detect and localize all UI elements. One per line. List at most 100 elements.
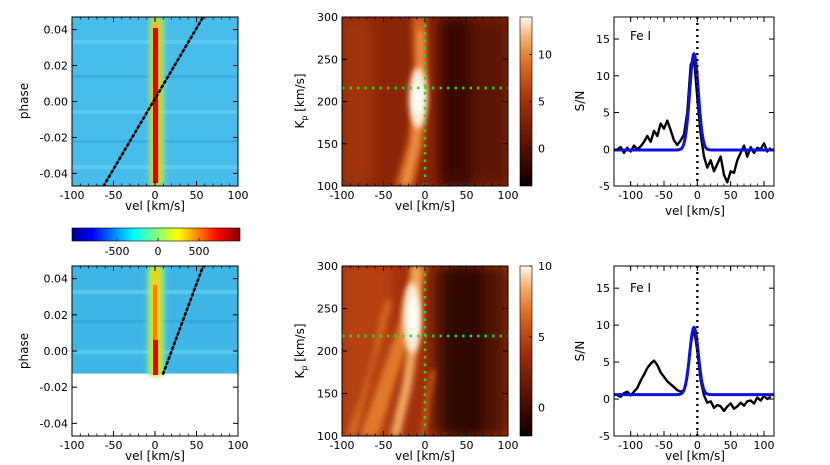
phase-map-bottom-ytick-label: 0.00 (44, 345, 69, 358)
kp-map-bottom-xtick-label: -100 (330, 439, 355, 452)
phase-map-top-planet-trail (102, 17, 205, 186)
kp-map-bottom-colorbar-ticks: 0 5 10 (529, 260, 552, 415)
phase-map-top-ylabel: phase (17, 83, 31, 119)
phase-map-top-ticks: -100 -50 0 50 100 -0.04 -0.02 0.00 0.02 0.04 (40, 17, 249, 202)
phase-map-top-xlabel: vel [km/s] (125, 199, 185, 213)
phase-colorbar-tick-label: 0 (155, 245, 162, 258)
phase-map-top-xtick-label: 50 (190, 189, 204, 202)
phase-map-bottom-ytick-label: -0.04 (40, 417, 68, 430)
phase-colorbar-tick-label: -500 (105, 245, 130, 258)
kp-map-bottom-ticks: -100 -50 0 50 100 100 150 200 250 300 (317, 260, 519, 452)
snr-bottom-ytick-label: 0 (603, 393, 610, 406)
kp-map-top-ytick-label: 150 (317, 138, 338, 151)
kp-map-bottom-ytick-label: 100 (317, 430, 338, 443)
kp-map-bottom-ytick-label: 200 (317, 345, 338, 358)
kp-map-top-ytick-label: 250 (317, 53, 338, 66)
phase-colorbar-bar (71, 227, 241, 242)
kp-map-bottom-image (342, 266, 508, 436)
kp-map-top-colorbar-ticks: 0 5 10 (529, 49, 552, 155)
kp-map-bottom-ylabel: Kp [km/s] (293, 323, 309, 378)
snr-bottom-frame (613, 265, 775, 437)
snr-bottom-xtick-label: -100 (618, 439, 643, 452)
phase-map-bottom-xtick-label: 0 (152, 439, 159, 452)
phase-map-top-image (72, 17, 238, 186)
kp-map-bottom-ytick-label: 150 (317, 388, 338, 401)
colorbar-tick-label: 10 (538, 260, 552, 273)
kp-map-top-ylabel: Kp [km/s] (293, 73, 309, 128)
kp-map-top-xtick-label: 100 (498, 189, 519, 202)
snr-bottom-data-line (616, 326, 772, 413)
snr-top-xtick-label: 100 (754, 189, 775, 202)
snr-top-frame (613, 16, 775, 187)
phase-map-top-ytick-label: 0.04 (44, 24, 69, 37)
snr-bottom-xtick-label: 0 (694, 439, 701, 452)
phase-map-bottom-ylabel: phase (17, 333, 31, 369)
kp-map-top-ytick-label: 300 (317, 11, 338, 24)
phase-map-top-ytick-label: -0.04 (40, 167, 68, 180)
snr-top-xlabel: vel [km/s] (665, 204, 725, 218)
phase-map-bottom-ticks: -100 -50 0 50 100 -0.04 -0.02 0.00 0.02 0.04 (40, 266, 249, 452)
phase-map-top-xtick-label: -100 (60, 189, 85, 202)
snr-top-xtick-label: -100 (618, 189, 643, 202)
snr-bottom-xtick-label: 100 (754, 439, 775, 452)
phase-map-bottom-image (72, 266, 238, 375)
phase-colorbar-tick-label: 500 (189, 245, 210, 258)
kp-map-top-xtick-label: -100 (330, 189, 355, 202)
kp-map-top-xlabel: vel [km/s] (395, 199, 455, 213)
phase-map-bottom-xtick-label: 50 (190, 439, 204, 452)
colorbar-tick-label: 0 (538, 142, 545, 155)
kp-map-top-ticks: -100 -50 0 50 100 100 150 200 250 300 (317, 11, 519, 202)
phase-map-top-ytick-label: -0.02 (40, 131, 68, 144)
phase-colorbar: -500 0 500 (71, 227, 241, 258)
phase-map-bottom-xlabel: vel [km/s] (125, 449, 185, 463)
snr-bottom-xlabel: vel [km/s] (665, 449, 725, 463)
snr-top-ytick-label: 0 (603, 143, 610, 156)
kp-map-bottom-ytick-label: 300 (317, 260, 338, 273)
phase-map-top-xtick-label: 0 (152, 189, 159, 202)
snr-bottom-species-label: Fe I (630, 281, 651, 295)
snr-top-fit-line (614, 52, 774, 152)
snr-bottom-fit-line (614, 325, 774, 397)
phase-map-bottom: -100 -50 0 50 100 -0.04 -0.02 0.00 0.02 0.04 vel … (17, 265, 249, 463)
snr-bottom-xtick-label: -50 (655, 439, 673, 452)
colorbar-tick-label: 10 (538, 49, 552, 62)
snr-top-ytick-label: 10 (596, 70, 610, 83)
kp-map-bottom-xtick-label: 100 (498, 439, 519, 452)
snr-top-species-label: Fe I (630, 29, 651, 43)
kp-map-bottom-xtick-label: -50 (375, 439, 393, 452)
kp-map-bottom-xlabel: vel [km/s] (395, 449, 455, 463)
snr-bottom-ylabel: S/N (573, 341, 587, 362)
phase-map-bottom-planet-trail (161, 266, 205, 375)
colorbar-tick-label: 0 (538, 402, 545, 415)
phase-map-top-stellar-trail (153, 28, 158, 183)
colorbar-tick-label: 5 (538, 96, 545, 109)
snr-top-ytick-label: 5 (603, 107, 610, 120)
phase-colorbar-ticks: -500 0 500 (105, 238, 210, 258)
kp-map-top-ytick-label: 200 (317, 96, 338, 109)
kp-map-top-xtick-label: -50 (375, 189, 393, 202)
phase-map-bottom-ytick-label: 0.02 (44, 309, 69, 322)
phase-map-top-ytick-label: 0.00 (44, 96, 69, 109)
snr-bottom-ytick-label: -5 (599, 430, 610, 443)
phase-map-top-xtick-label: 100 (228, 189, 249, 202)
kp-map-bottom-colorbar (519, 265, 533, 437)
phase-map-top: -100 -50 0 50 100 -0.04 -0.02 0.00 0.02 0.04 vel … (17, 16, 249, 213)
kp-map-top-xtick-label: 0 (422, 189, 429, 202)
phase-map-bottom-xtick-label: -50 (105, 439, 123, 452)
snr-bottom-xtick-label: 50 (724, 439, 738, 452)
snr-top-data-line (616, 56, 772, 184)
snr-top-xtick-label: 0 (694, 189, 701, 202)
phase-map-bottom-ytick-label: -0.02 (40, 381, 68, 394)
phase-map-top-ytick-label: 0.02 (44, 60, 69, 73)
kp-map-top-image (342, 17, 508, 186)
snr-top-ylabel: S/N (573, 91, 587, 112)
phase-map-top-xtick-label: -50 (105, 189, 123, 202)
snr-bottom-ytick-label: 5 (603, 356, 610, 369)
snr-top-xtick-label: -50 (655, 189, 673, 202)
kp-map-top-xtick-label: 50 (460, 189, 474, 202)
